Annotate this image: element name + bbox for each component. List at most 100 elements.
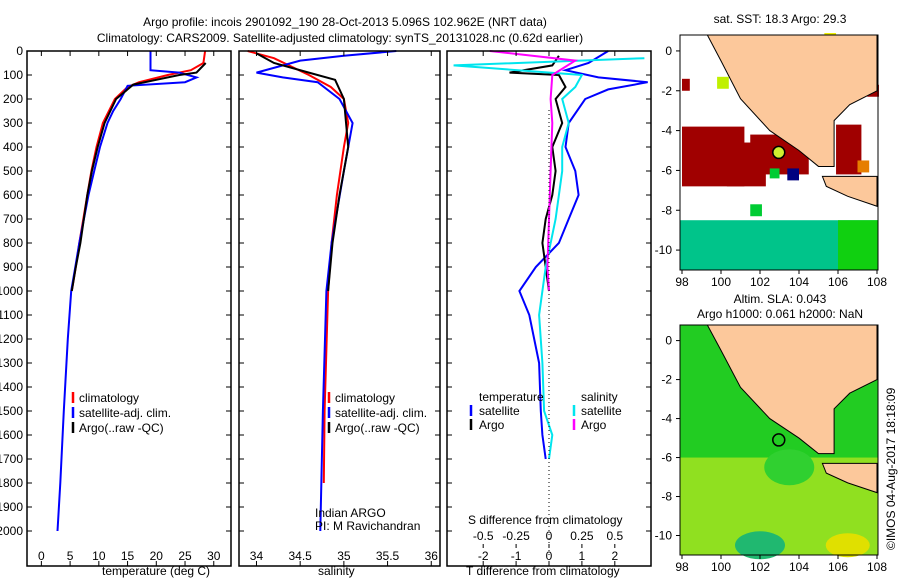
sst_map-sst-band-east — [838, 220, 878, 270]
salinity-xtick-label: 34.5 — [288, 549, 312, 563]
difference-xtick-label: -1 — [511, 549, 522, 563]
sst_map-argo-marker — [772, 145, 786, 160]
depth-tick-label: 1400 — [0, 380, 23, 394]
salinity-legend-label: Argo(..raw -QC) — [335, 421, 420, 435]
sst_map-xtick-label: 106 — [828, 275, 848, 289]
sla_map-sla-mid — [764, 449, 815, 486]
difference-series-0 — [518, 50, 648, 460]
temperature-legend-label: Argo(..raw -QC) — [79, 421, 164, 435]
salinity-xtick-label: 34 — [250, 549, 264, 563]
temperature-series-1 — [56, 51, 200, 532]
sla_map-argo-marker — [772, 433, 786, 447]
difference-series-2 — [453, 57, 645, 460]
temperature-xtick-label: 15 — [121, 549, 135, 563]
sst_map-ytick-label: -10 — [655, 243, 673, 257]
sst_map-sst-cell — [682, 78, 690, 91]
temperature-xtick-label: 0 — [38, 549, 45, 563]
title-line-1: Argo profile: incois 2901092_190 28-Oct-… — [143, 15, 547, 29]
salinity-series-2 — [256, 52, 350, 292]
sst_map-xtick-label: 98 — [675, 275, 689, 289]
depth-tick-label: 700 — [3, 212, 23, 226]
depth-tick-label: 1000 — [0, 284, 23, 298]
sst_map-java-land — [821, 175, 878, 207]
sla_map-sumatra-land — [706, 324, 878, 455]
sdiff-tick-label: -0.25 — [502, 529, 530, 543]
sst_map-xtick-label: 104 — [789, 275, 809, 289]
diff-legend-temperature: temperature — [479, 390, 544, 404]
sla_map-xtick-label: 104 — [789, 560, 809, 574]
salinity-legend-label: satellite-adj. clim. — [335, 406, 427, 420]
temperature-legend-label: climatology — [79, 391, 139, 405]
depth-tick-label: 100 — [3, 68, 23, 82]
sdiff-tick-label: 0 — [546, 529, 553, 543]
diff-legend-s-argo: Argo — [581, 418, 607, 432]
temperature-xlabel: temperature (deg C) — [102, 564, 210, 578]
sst_map-xtick-label: 102 — [750, 275, 770, 289]
sla_map-ytick-label: -4 — [661, 412, 672, 426]
sdiff-tick-label: 0.25 — [570, 529, 594, 543]
diff-legend-t-satellite: satellite — [479, 404, 520, 418]
temperature-plot-frame — [26, 50, 232, 567]
difference-xtick-label: 2 — [611, 549, 618, 563]
sst_map-xtick-label: 100 — [711, 275, 731, 289]
depth-tick-label: 300 — [3, 116, 23, 130]
salinity-series-0 — [247, 50, 350, 484]
temperature-series-2 — [70, 62, 207, 292]
sla_map-java-land — [821, 462, 878, 494]
sst_map-ytick-label: -4 — [661, 124, 672, 138]
depth-tick-label: 1200 — [0, 332, 23, 346]
sst_map-frame — [679, 34, 879, 271]
sst_map-sst-cell — [857, 160, 870, 173]
sla_map: 98 100 102 104 106 108 0 -2 -4 -6 -8 -10 — [655, 324, 887, 574]
sst_map-ytick-label: 0 — [665, 44, 672, 58]
depth-tick-label: 900 — [3, 260, 23, 274]
salinity-xtick-label: 36 — [425, 549, 439, 563]
diff-legend-t-argo: Argo — [479, 418, 505, 432]
sst-map-title: sat. SST: 18.3 Argo: 29.3 — [714, 12, 847, 26]
sst_map-sumatra-land — [706, 34, 878, 167]
depth-tick-label: 0 — [16, 44, 23, 58]
depth-tick-label: 1100 — [0, 308, 23, 322]
diff-legend-s-satellite: satellite — [581, 404, 622, 418]
depth-tick-label: 2000 — [0, 524, 23, 538]
sla_map-ytick-label: -6 — [661, 451, 672, 465]
depth-tick-label: 500 — [3, 164, 23, 178]
sla_map-xtick-label: 102 — [750, 560, 770, 574]
sdiff-tick-label: 0.5 — [606, 529, 623, 543]
sla-map-title-1: Altim. SLA: 0.043 — [734, 292, 827, 306]
depth-tick-label: 1500 — [0, 404, 23, 418]
depth-tick-label: 600 — [3, 188, 23, 202]
difference-series-3 — [489, 50, 579, 292]
tdiff-xlabel: T difference from climatology — [466, 564, 620, 578]
sla_map-sla-low — [735, 531, 785, 560]
depth-tick-label: 1300 — [0, 356, 23, 370]
sst_map-sst-cell — [787, 168, 799, 181]
salinity-xtick-label: 35.5 — [376, 549, 400, 563]
sst_map-sst-cell — [717, 76, 729, 89]
temperature-xtick-label: 30 — [207, 549, 221, 563]
depth-tick-label: 1800 — [0, 476, 23, 490]
sst_map-sst-cell — [769, 168, 780, 179]
sst_map-sst-cell — [750, 204, 762, 217]
temperature-xtick-label: 10 — [92, 549, 106, 563]
sla_map-xtick-label: 98 — [675, 560, 689, 574]
salinity-xlabel: salinity — [318, 564, 355, 578]
temperature-legend-label: satellite-adj. clim. — [79, 406, 171, 420]
salinity-plot-frame — [238, 50, 441, 567]
salinity-legend-label: climatology — [335, 391, 395, 405]
salinity-annotation-1: Indian ARGO — [315, 506, 386, 520]
difference-plot-frame — [446, 50, 652, 567]
salinity-series-1 — [256, 50, 397, 532]
sla_map-sla-high — [825, 533, 870, 558]
sdiff-xlabel: S difference from climatology — [468, 513, 623, 527]
depth-tick-label: 800 — [3, 236, 23, 250]
sla_map-xtick-label: 106 — [828, 560, 848, 574]
temperature-xtick-label: 5 — [67, 549, 74, 563]
difference-xtick-label: 1 — [579, 549, 586, 563]
salinity-xtick-label: 35 — [337, 549, 351, 563]
sdiff-tick-label: -0.5 — [473, 529, 494, 543]
temperature-xtick-label: 20 — [150, 549, 164, 563]
sla_map-xtick-label: 108 — [867, 560, 887, 574]
